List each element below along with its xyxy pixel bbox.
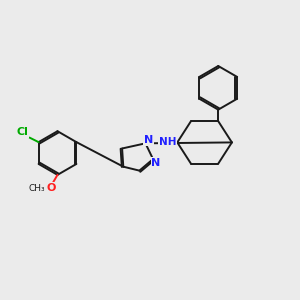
Text: NH: NH xyxy=(159,137,176,147)
Text: N: N xyxy=(144,135,153,145)
Text: CH₃: CH₃ xyxy=(29,184,46,193)
Text: Cl: Cl xyxy=(16,127,28,137)
Text: N: N xyxy=(152,158,161,168)
Text: O: O xyxy=(47,183,56,193)
